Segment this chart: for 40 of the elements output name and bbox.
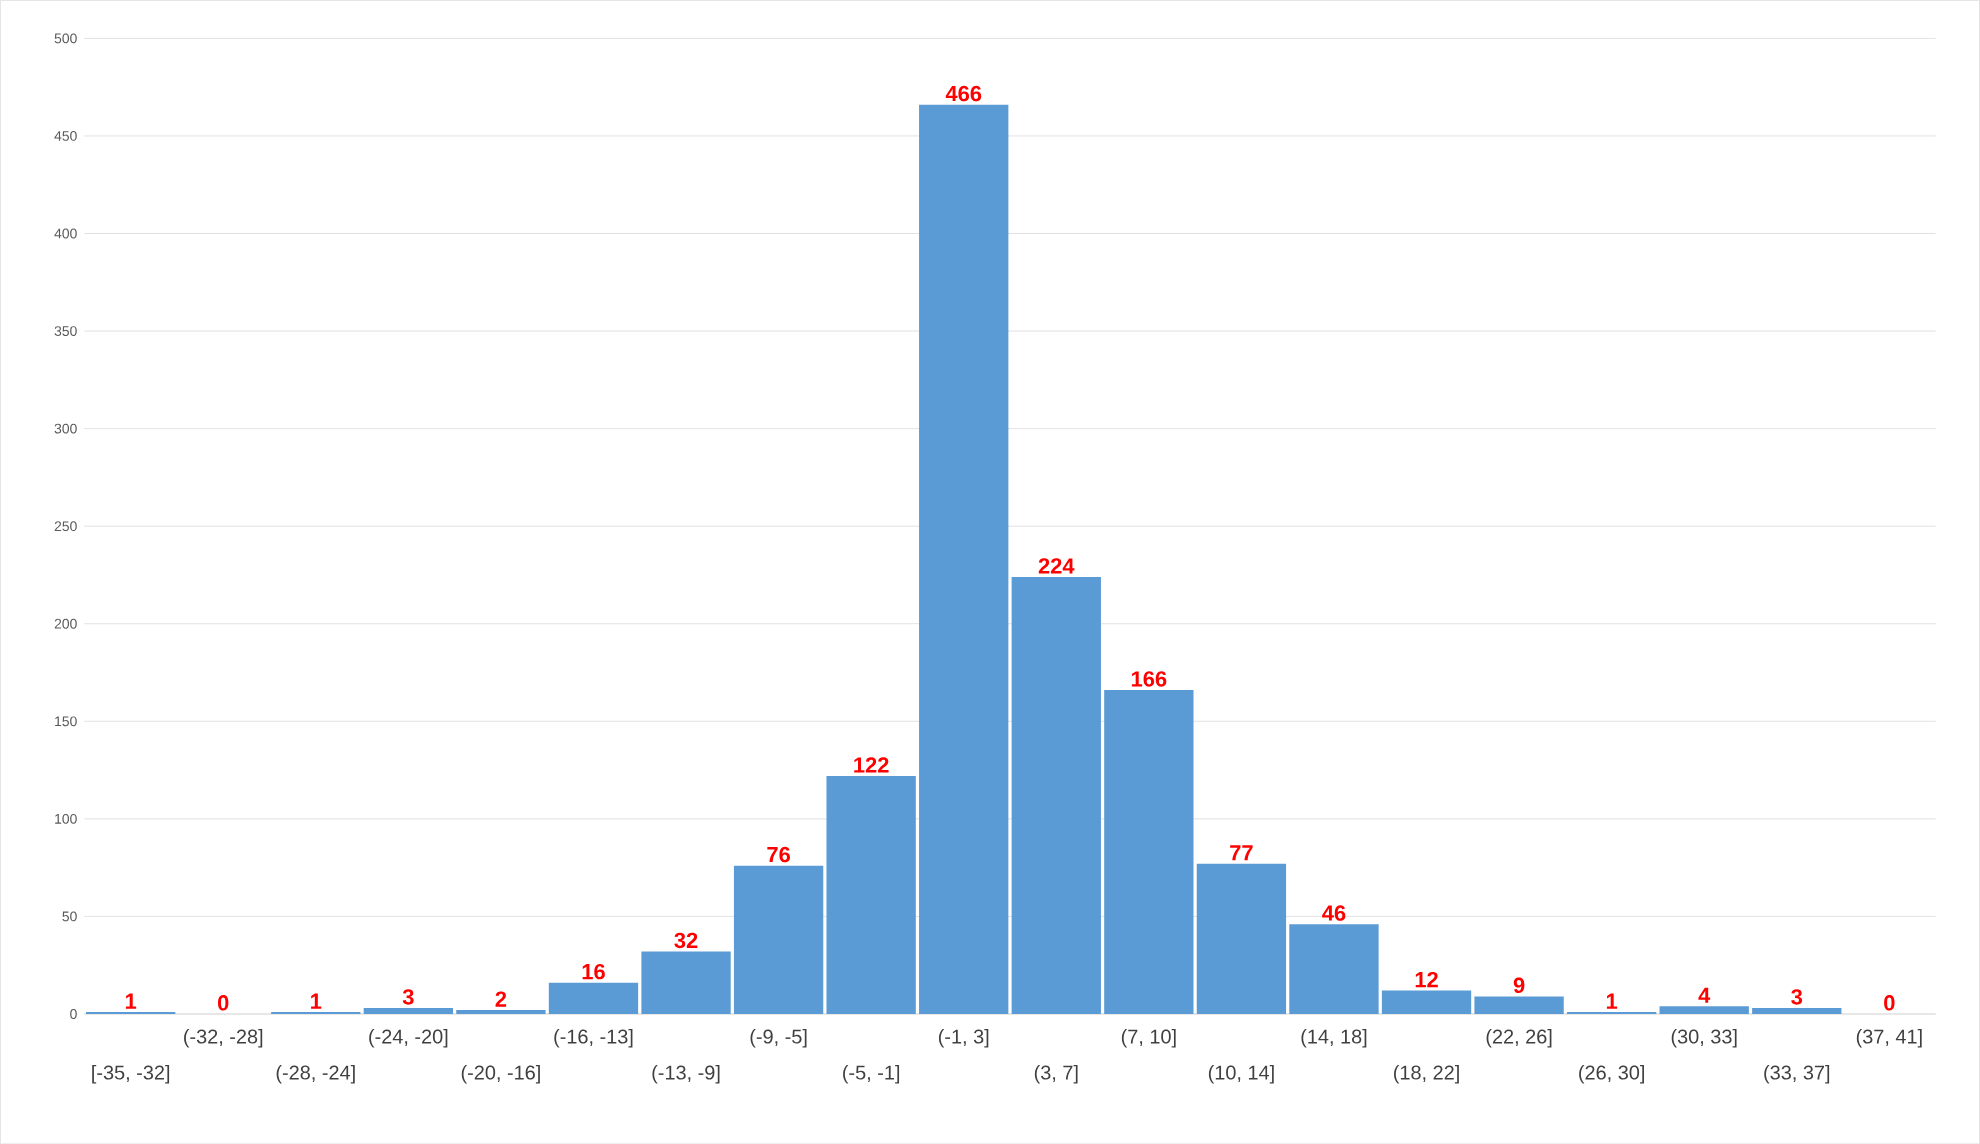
data-label: 46 — [1322, 905, 1346, 921]
data-label: 466 — [945, 85, 982, 102]
data-label: 2 — [495, 991, 507, 1007]
x-tick-label: (10, 14] — [1208, 1064, 1274, 1084]
x-tick-label: (26, 30] — [1579, 1064, 1644, 1084]
data-label: 122 — [854, 757, 889, 773]
data-label: 0 — [1884, 994, 1895, 1011]
data-label: 32 — [674, 932, 698, 948]
x-tick-label: (33, 37] — [1764, 1064, 1830, 1084]
x-tick-label: (-28, -24] — [276, 1064, 355, 1084]
x-tick-label: (30, 33] — [1671, 1028, 1737, 1048]
x-tick-label: (22, 26] — [1486, 1028, 1552, 1048]
data-label: 12 — [1415, 971, 1438, 988]
data-label: 16 — [582, 963, 605, 980]
x-tick-label: (3, 7] — [1034, 1064, 1078, 1084]
data-label: 76 — [767, 846, 790, 863]
data-label: 3 — [1791, 989, 1803, 1005]
x-tick-label: (-5, -1] — [843, 1064, 900, 1084]
x-tick-label: (-20, -16] — [461, 1064, 540, 1084]
x-tick-label: (-9, -5] — [750, 1028, 807, 1048]
x-tick-label: (-13, -9] — [652, 1064, 720, 1084]
data-label: 1 — [311, 993, 322, 1009]
data-label: 77 — [1230, 845, 1253, 861]
x-tick-label: (-1, 3] — [938, 1028, 989, 1048]
x-tick-label: (7, 10] — [1121, 1028, 1176, 1048]
x-tick-label: [-35, -32] — [92, 1064, 170, 1084]
data-label: 166 — [1131, 671, 1167, 687]
data-label: 3 — [402, 989, 414, 1005]
x-tick-label: (14, 18] — [1301, 1028, 1367, 1048]
data-label: 4 — [1698, 987, 1711, 1003]
data-label: 9 — [1513, 977, 1525, 993]
data-label: 224 — [1038, 558, 1075, 574]
x-tick-label: (-16, -13] — [554, 1028, 633, 1048]
x-tick-label: (37, 41] — [1856, 1028, 1922, 1048]
x-tick-label: (-24, -20] — [369, 1028, 448, 1048]
x-tick-label: (18, 22] — [1394, 1064, 1459, 1084]
data-label: 1 — [125, 993, 137, 1009]
x-tick-label: (-32, -28] — [184, 1028, 263, 1048]
data-label: 1 — [1606, 993, 1618, 1009]
data-label: 0 — [218, 994, 229, 1011]
